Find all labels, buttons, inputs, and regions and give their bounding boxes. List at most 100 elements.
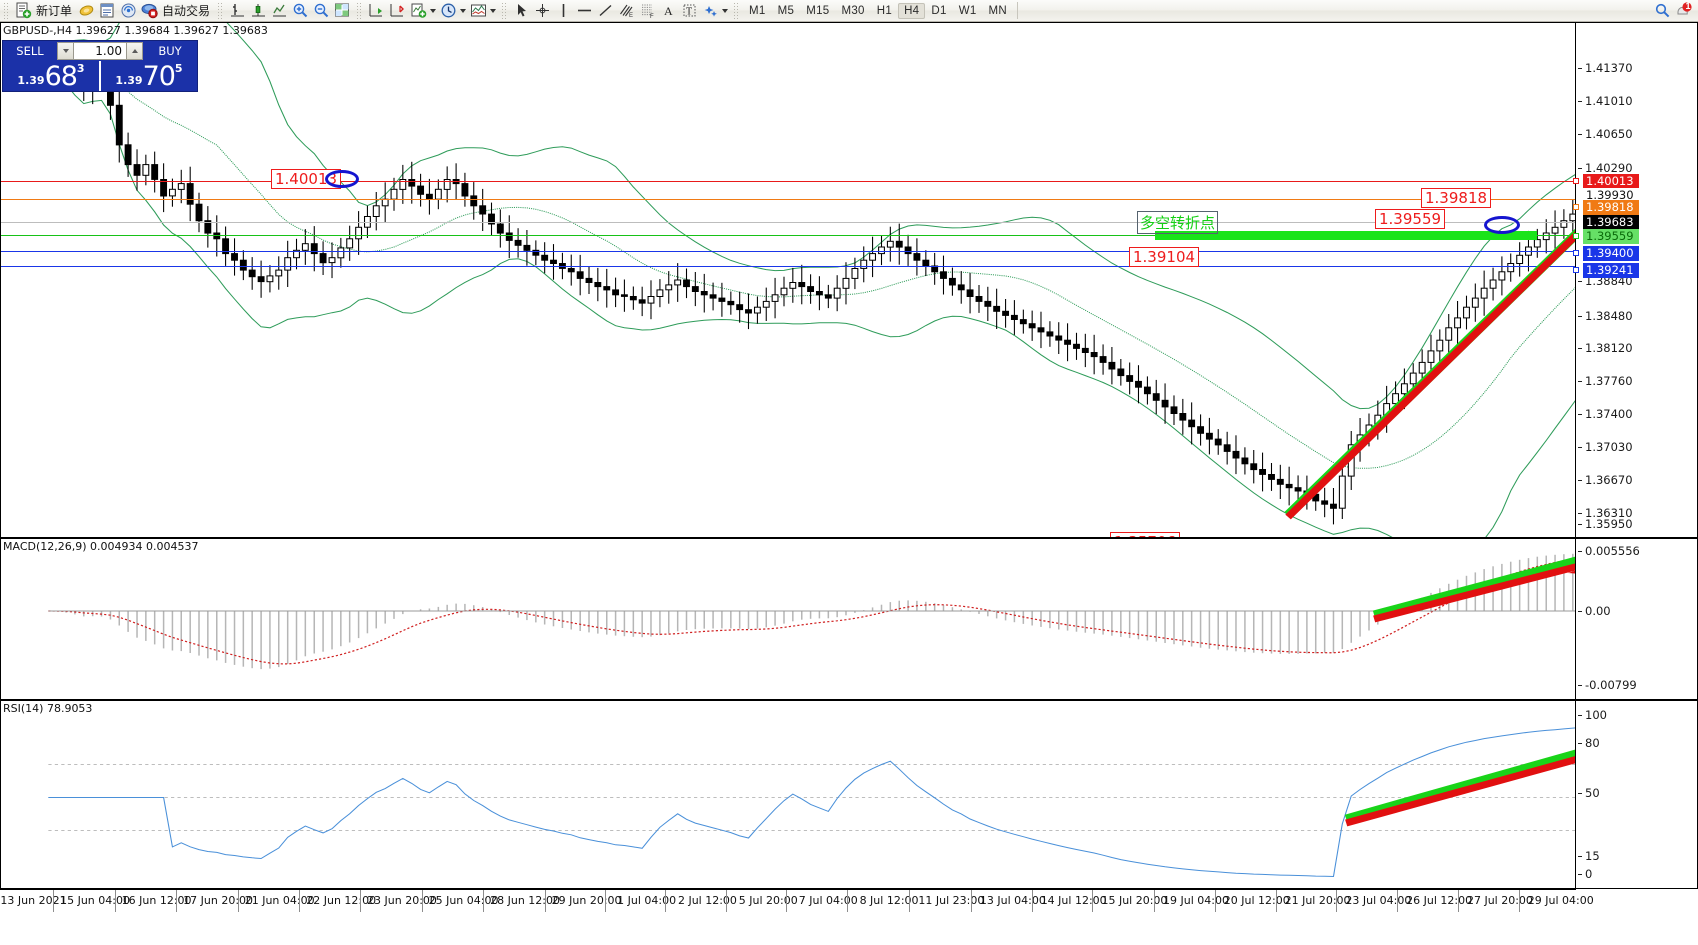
trendline-button[interactable] — [595, 1, 616, 21]
buy-price-display[interactable]: 1.39 70 5 — [99, 61, 197, 91]
rsi-pane[interactable]: RSI(14) 78.9053 100 80 50 15 0 — [0, 700, 1698, 889]
rsi-axis-tick-label: 100 — [1585, 708, 1607, 722]
uptrend-arrow[interactable] — [1, 23, 1697, 537]
equidistant-channel-button[interactable]: E — [616, 1, 637, 21]
volume-increment-button[interactable] — [126, 42, 143, 60]
timeframe-d1-button[interactable]: D1 — [931, 4, 947, 17]
sell-price-main: 68 — [44, 61, 78, 92]
templates-button[interactable] — [468, 1, 498, 21]
hline-140013[interactable] — [1, 181, 1577, 182]
text-label-button[interactable]: T — [679, 1, 700, 21]
expert-advisors-button[interactable] — [76, 1, 97, 21]
pivot-level-badge[interactable]: 1.39559 — [1583, 229, 1639, 244]
time-axis-separator — [970, 890, 972, 912]
orange-level-badge[interactable]: 1.39818 — [1583, 200, 1639, 215]
rsi-axis[interactable]: 100 80 50 15 0 — [1575, 701, 1697, 888]
time-axis[interactable]: 13 Jun 2021 15 Jun 04:00 16 Jun 12:00 17 Ju… — [0, 889, 1594, 912]
hline-139400[interactable] — [1, 251, 1577, 252]
chevron-down-icon[interactable] — [490, 8, 497, 13]
indicators-button[interactable] — [408, 1, 438, 21]
volume-input[interactable]: 1.00 — [74, 42, 126, 60]
zoom-in-button[interactable] — [290, 1, 311, 21]
timeframe-m1-button[interactable]: M1 — [749, 4, 766, 17]
time-axis-label: 20 Jul 12:00 — [1223, 894, 1290, 907]
highlight-ellipse-right[interactable] — [1484, 216, 1520, 234]
time-axis-separator — [604, 890, 606, 912]
turning-point-label[interactable]: 多空转折点 — [1137, 211, 1219, 234]
highlight-ellipse-left[interactable] — [325, 170, 359, 188]
search-button[interactable] — [1652, 1, 1673, 21]
rsi-trend-arrow[interactable] — [1, 701, 1697, 888]
macd-pane[interactable]: MACD(12,26,9) 0.004934 0.004537 0.005556… — [0, 538, 1698, 700]
timeframe-mn-button[interactable]: MN — [988, 4, 1008, 17]
toolbar-drag-handle[interactable] — [501, 2, 509, 19]
auto-scroll-button[interactable] — [366, 1, 387, 21]
text-button[interactable]: A — [658, 1, 679, 21]
price-annotation-139559[interactable]: 1.39559 — [1375, 209, 1446, 229]
buy-button[interactable]: BUY — [143, 41, 197, 61]
price-axis[interactable]: 1.41370 1.41010 1.40650 1.40290 1.38840 1.384… — [1573, 23, 1697, 537]
time-axis-label: 23 Jul 04:00 — [1345, 894, 1412, 907]
buy-price-pip: 5 — [174, 62, 183, 75]
volume-decrement-button[interactable] — [57, 42, 74, 60]
hline-139683[interactable] — [1, 222, 1577, 223]
price-chart-pane[interactable]: GBPUSD-,H4 1.39627 1.39684 1.39627 1.396… — [0, 22, 1698, 538]
timeframe-h4-button[interactable]: H4 — [898, 2, 926, 19]
orange-level-handle[interactable] — [1573, 204, 1579, 210]
sell-price-display[interactable]: 1.39 68 3 — [3, 61, 99, 91]
macd-axis[interactable]: 0.005556 0.00 -0.00799 — [1575, 539, 1697, 699]
support-level-badge-1[interactable]: 1.39400 — [1583, 246, 1639, 261]
time-axis-label: 13 Jul 04:00 — [979, 894, 1046, 907]
bar-chart-button[interactable] — [227, 1, 248, 21]
timeframe-m30-button[interactable]: M30 — [841, 4, 865, 17]
data-window-button[interactable] — [97, 1, 118, 21]
toolbar-drag-handle[interactable] — [733, 2, 741, 19]
macd-trend-arrow[interactable] — [1, 539, 1697, 699]
hline-139818[interactable] — [1, 199, 1577, 200]
horizontal-line-button[interactable] — [574, 1, 595, 21]
zoom-out-button[interactable] — [311, 1, 332, 21]
signals-button[interactable] — [118, 1, 139, 21]
chevron-down-icon[interactable] — [460, 8, 467, 13]
price-annotation-139104[interactable]: 1.39104 — [1129, 247, 1200, 267]
toolbar-drag-handle[interactable] — [217, 2, 225, 19]
notifications-button[interactable]: 1 — [1673, 1, 1694, 21]
chevron-down-icon[interactable] — [722, 8, 729, 13]
price-axis-tick-label: 1.38480 — [1585, 309, 1633, 323]
support-level-handle-1[interactable] — [1573, 250, 1579, 256]
one-click-trading-panel[interactable]: SELL 1.00 BUY 1.39 68 3 1.39 — [2, 40, 198, 92]
buy-price-main: 70 — [142, 61, 176, 92]
toolbar-drag-handle[interactable] — [356, 2, 364, 19]
chart-shift-button[interactable] — [387, 1, 408, 21]
timeframe-h1-button[interactable]: H1 — [876, 4, 893, 17]
zoom-in-icon — [292, 2, 309, 19]
shapes-button[interactable] — [700, 1, 730, 21]
new-order-button[interactable]: 新订单 — [13, 1, 76, 21]
crosshair-button[interactable] — [532, 1, 553, 21]
timeframe-m15-button[interactable]: M15 — [806, 4, 830, 17]
pivot-level-handle[interactable] — [1573, 233, 1579, 239]
price-annotation-135706[interactable]: 1.35706 — [1110, 532, 1181, 537]
resistance-level-badge[interactable]: 1.40013 — [1583, 174, 1639, 189]
cursor-button[interactable] — [511, 1, 532, 21]
support-level-badge-2[interactable]: 1.39241 — [1583, 263, 1639, 278]
timeframe-w1-button[interactable]: W1 — [958, 4, 977, 17]
sell-button[interactable]: SELL — [3, 41, 57, 61]
support-level-handle-2[interactable] — [1573, 267, 1579, 273]
fibonacci-button[interactable]: F — [637, 1, 658, 21]
price-axis-tick: 1.35950 — [1576, 517, 1697, 531]
autotrading-button[interactable]: 自动交易 — [139, 1, 214, 21]
line-chart-button[interactable] — [269, 1, 290, 21]
candlestick-chart-button[interactable] — [248, 1, 269, 21]
chevron-down-icon[interactable] — [430, 8, 437, 13]
tile-windows-button[interactable] — [332, 1, 353, 21]
toolbar-drag-handle[interactable] — [3, 2, 10, 19]
timeframe-m5-button[interactable]: M5 — [777, 4, 795, 17]
period-button[interactable] — [438, 1, 468, 21]
bid-price-badge[interactable]: 1.39683 — [1583, 215, 1639, 230]
price-annotation-139818[interactable]: 1.39818 — [1421, 188, 1492, 208]
resistance-level-handle[interactable] — [1573, 178, 1579, 184]
vertical-line-button[interactable] — [553, 1, 574, 21]
hline-139241[interactable] — [1, 266, 1577, 267]
price-axis-tick: 1.41370 — [1576, 61, 1697, 75]
